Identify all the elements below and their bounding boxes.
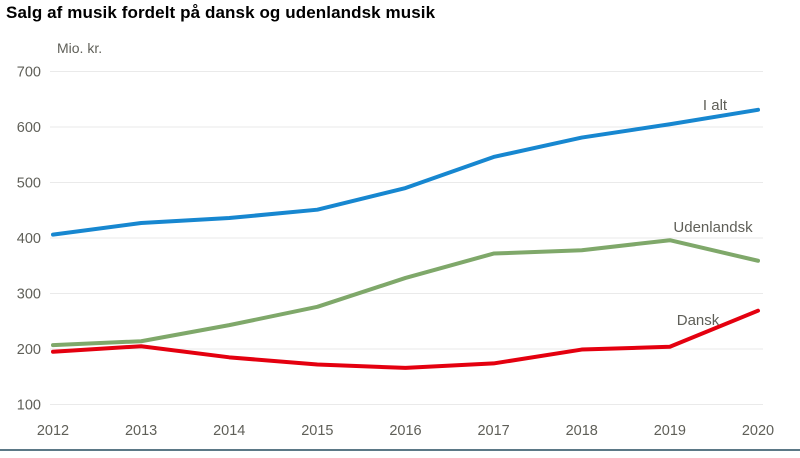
footer-divider-rule: [0, 449, 800, 451]
y-tick-label: 100: [17, 398, 41, 414]
y-tick-label: 500: [17, 176, 41, 192]
x-tick-label: 2016: [389, 423, 421, 439]
y-tick-label: 300: [17, 287, 41, 303]
y-axis-unit-label: Mio. kr.: [57, 40, 103, 56]
x-tick-label: 2020: [742, 423, 774, 439]
x-tick-label: 2014: [213, 423, 245, 439]
series-line-dansk: [51, 308, 760, 370]
chart-title: Salg af musik fordelt på dansk og udenla…: [6, 3, 436, 22]
series-line-i-alt: [51, 107, 760, 237]
y-tick-label: 600: [17, 120, 41, 136]
series-line-udenlandsk: [51, 238, 760, 348]
x-tick-label: 2018: [566, 423, 598, 439]
series-label-i-alt: I alt: [703, 97, 728, 114]
x-tick-label: 2015: [301, 423, 333, 439]
x-tick-label: 2012: [37, 423, 69, 439]
series-label-dansk: Dansk: [677, 312, 720, 329]
x-tick-label: 2017: [477, 423, 509, 439]
x-tick-label: 2013: [125, 423, 157, 439]
y-tick-label: 400: [17, 231, 41, 247]
y-tick-label: 700: [17, 65, 41, 81]
x-tick-label: 2019: [654, 423, 686, 439]
series-label-udenlandsk: Udenlandsk: [673, 219, 753, 236]
y-tick-label: 200: [17, 342, 41, 358]
